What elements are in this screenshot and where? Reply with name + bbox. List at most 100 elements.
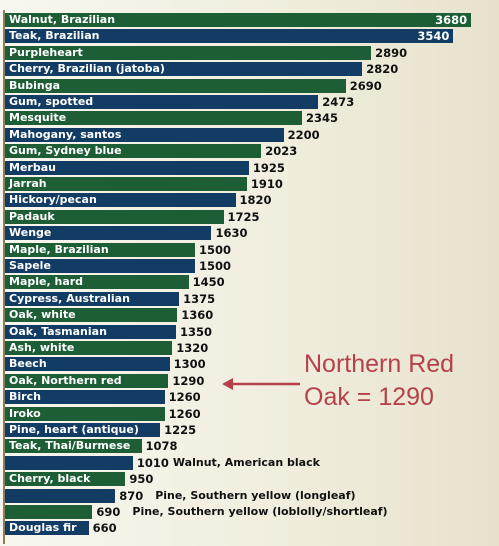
bar-category-label: Maple, hard xyxy=(9,275,84,289)
bar xyxy=(5,13,472,27)
bar xyxy=(5,505,93,519)
bar-value-label: 1300 xyxy=(173,357,206,372)
bar xyxy=(5,45,372,60)
bar xyxy=(5,78,346,93)
bar-category-label: Gum, Sydney blue xyxy=(9,144,122,158)
bar-value-label: 1500 xyxy=(199,242,232,257)
bar-category-label: Ash, white xyxy=(9,341,75,354)
callout-annotation: Northern Red Oak = 1290 xyxy=(304,348,494,414)
bar-category-label: Purpleheart xyxy=(9,45,83,59)
bar-value-label: 1078 xyxy=(145,439,178,454)
bar-category-label: Hickory/pecan xyxy=(9,193,97,207)
bar-value-label: 690 xyxy=(96,505,121,519)
bar-value-label: 1010 xyxy=(136,455,169,470)
bar-category-label: Oak, Northern red xyxy=(9,373,122,387)
bar xyxy=(5,324,176,339)
bar-category-label: Jarrah xyxy=(9,177,47,190)
callout-line-2: Oak = 1290 xyxy=(304,383,434,411)
bar-category-label: Oak, Tasmanian xyxy=(9,324,107,338)
bar-category-label-outside: Walnut, American black xyxy=(172,455,320,469)
bar-value-label: 660 xyxy=(92,521,117,536)
bar-value-label: 2345 xyxy=(306,111,339,126)
bar xyxy=(5,242,195,257)
bar-value-label: 1360 xyxy=(181,308,214,323)
bar-category-label: Pine, heart (antique) xyxy=(9,423,139,436)
bar xyxy=(5,390,165,405)
bar-category-label-outside: Pine, Southern yellow (loblolly/shortlea… xyxy=(132,505,388,518)
y-axis-line xyxy=(3,10,5,544)
bar-value-label: 2200 xyxy=(287,127,320,142)
bar-category-label: Teak, Thai/Burmese xyxy=(9,439,131,453)
bar xyxy=(5,111,303,126)
bar-category-label: Birch xyxy=(9,390,41,404)
bar-value-label: 2473 xyxy=(322,95,355,109)
bar-value-label: 1910 xyxy=(250,177,283,191)
bar-value-label: 3540 xyxy=(417,29,450,44)
bar xyxy=(5,521,89,536)
bar xyxy=(5,95,319,109)
bar-category-label: Gum, spotted xyxy=(9,95,94,108)
bar-value-label: 2690 xyxy=(349,78,382,93)
bar xyxy=(5,357,170,372)
bar-value-label: 1630 xyxy=(215,226,248,241)
bar-value-label: 1925 xyxy=(252,160,285,175)
bar xyxy=(5,488,116,503)
bar xyxy=(5,62,363,77)
bar-category-label: Oak, white xyxy=(9,308,76,322)
bar xyxy=(5,308,178,323)
bar xyxy=(5,127,284,142)
bar xyxy=(5,341,173,355)
bar xyxy=(5,472,126,487)
bar-value-label: 1375 xyxy=(183,291,216,306)
bar xyxy=(5,423,161,437)
bar-category-label: Iroko xyxy=(9,406,41,420)
bar-category-label: Sapele xyxy=(9,259,51,272)
bar xyxy=(5,291,180,306)
bar xyxy=(5,455,133,470)
bar-category-label: Cypress, Australian xyxy=(9,291,130,305)
bar-value-label: 1290 xyxy=(172,373,205,388)
bar-value-label: 2023 xyxy=(265,144,298,159)
bar-value-label: 3680 xyxy=(435,13,468,27)
bar-category-label: Padauk xyxy=(9,209,55,223)
bar xyxy=(5,177,247,191)
bar-category-label: Mesquite xyxy=(9,111,67,125)
bar xyxy=(5,439,142,454)
bar-value-label: 2890 xyxy=(375,45,408,60)
bar xyxy=(5,226,212,241)
bar xyxy=(5,29,454,44)
bar-category-label: Walnut, Brazilian xyxy=(9,13,116,26)
bar-value-label: 870 xyxy=(119,488,144,503)
bar-value-label: 1350 xyxy=(180,324,213,339)
bar-category-label: Maple, Brazilian xyxy=(9,242,109,256)
bar-category-label: Teak, Brazilian xyxy=(9,29,100,43)
bar-value-label: 950 xyxy=(129,472,154,487)
bar xyxy=(5,209,224,224)
bar-value-label: 1725 xyxy=(227,209,260,224)
bar xyxy=(5,373,169,388)
bar xyxy=(5,144,262,159)
bar-value-label: 1260 xyxy=(168,406,201,421)
bar-category-label: Cherry, Brazilian (jatoba) xyxy=(9,62,165,76)
bar-category-label: Douglas fir xyxy=(9,521,77,535)
bar-category-label-outside: Pine, Southern yellow (longleaf) xyxy=(155,488,356,502)
bar xyxy=(5,259,195,273)
bar-category-label: Beech xyxy=(9,357,47,371)
bar-value-label: 1320 xyxy=(176,341,209,355)
bar xyxy=(5,193,236,208)
bar-value-label: 1820 xyxy=(239,193,272,208)
callout-line-1: Northern Red xyxy=(304,350,455,378)
bar xyxy=(5,160,249,175)
bar-value-label: 1500 xyxy=(199,259,232,273)
bar xyxy=(5,406,165,421)
bar-value-label: 1260 xyxy=(168,390,201,405)
bar-category-label: Wenge xyxy=(9,226,52,240)
bar-category-label: Cherry, black xyxy=(9,472,91,486)
bar-value-label: 2820 xyxy=(366,62,399,77)
bar-category-label: Mahogany, santos xyxy=(9,127,122,141)
bar-category-label: Merbau xyxy=(9,160,56,174)
bar-value-label: 1450 xyxy=(192,275,225,290)
bar-value-label: 1225 xyxy=(164,423,197,437)
bar xyxy=(5,275,189,290)
